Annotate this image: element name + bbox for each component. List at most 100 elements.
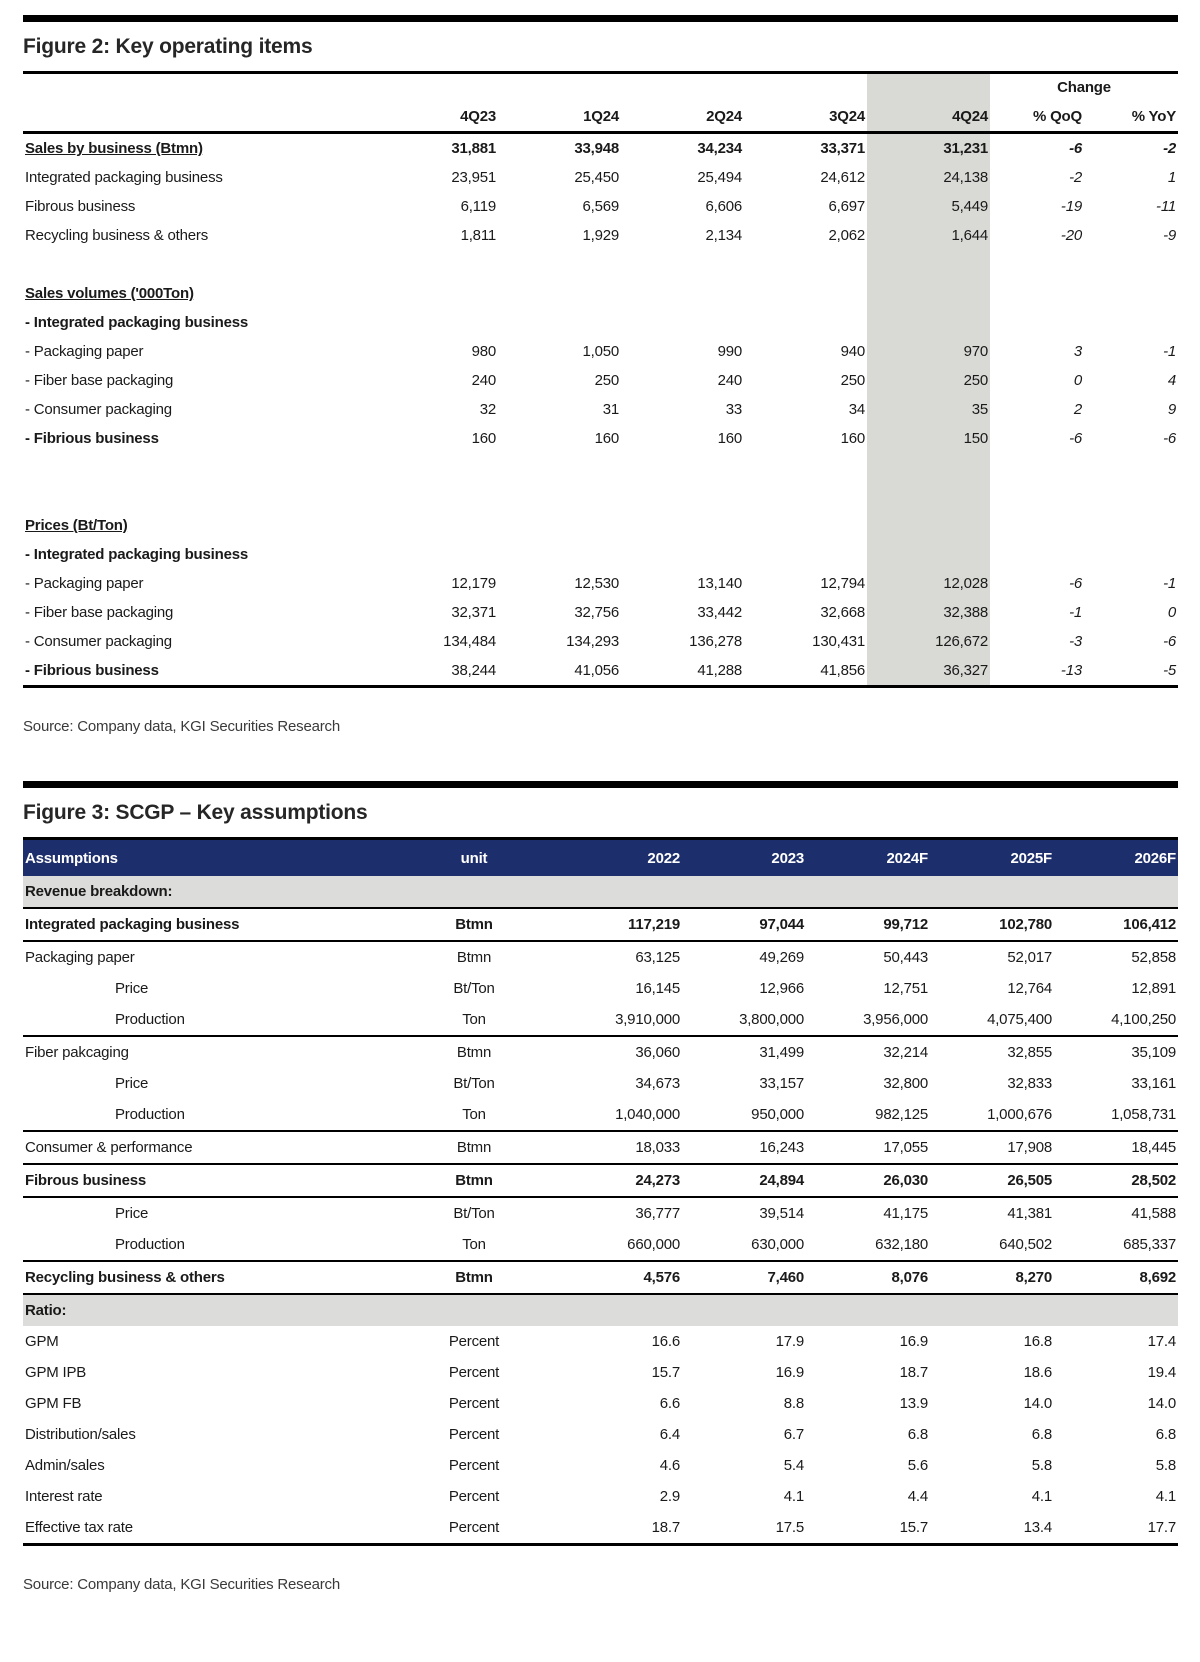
cell-yoy: -5: [1163, 662, 1176, 679]
row-label: - Packaging paper: [25, 575, 144, 592]
cell-1q24: [498, 453, 621, 482]
cell-1q24: [498, 540, 621, 569]
cell-2022: [558, 1294, 682, 1326]
cell-2023: 39,514: [759, 1205, 804, 1222]
cell-2022: 6.6: [659, 1395, 680, 1412]
cell-2025f: 1,000,676: [987, 1106, 1052, 1123]
cell-yoy: -1: [1163, 343, 1176, 360]
figure2-top-divider: [23, 15, 1178, 22]
cell-2q24: [621, 540, 744, 569]
table-row: Fiber pakcaging Btmn 36,060 31,499 32,21…: [23, 1036, 1178, 1068]
row-label: Sales volumes ('000Ton): [25, 285, 194, 302]
table-row: - Integrated packaging business: [23, 540, 1178, 569]
row-label: GPM IPB: [25, 1364, 87, 1381]
row-label: GPM: [25, 1333, 59, 1350]
cell-2q24: 240: [717, 372, 743, 389]
cell-unit: Ton: [462, 1236, 486, 1253]
cell-2025f: 5.8: [1031, 1457, 1052, 1474]
change-header: Change: [1057, 79, 1111, 96]
cell-3q24: 34: [848, 401, 865, 418]
row-label: Production: [115, 1236, 185, 1253]
cell-2022: 117,219: [628, 916, 680, 933]
cell-1q24: 32,756: [574, 604, 619, 621]
cell-2024f: 32,214: [883, 1044, 928, 1061]
table-row: Consumer & performance Btmn 18,033 16,24…: [23, 1131, 1178, 1164]
row-label: Fibrous business: [25, 198, 136, 215]
cell-2023: 97,044: [759, 916, 804, 933]
cell-3q24: 250: [840, 372, 866, 389]
cell-4q23: [375, 511, 498, 540]
figure2-table-header: Change 4Q23 1Q24 2Q24 3Q24 4Q24 % QoQ % …: [23, 72, 1178, 133]
table-row: Interest rate Percent 2.9 4.1 4.4 4.1 4.…: [23, 1481, 1178, 1512]
cell-2025f: [930, 1294, 1054, 1326]
cell-1q24: 1,050: [582, 343, 619, 360]
cell-2022: 3,910,000: [615, 1011, 680, 1028]
cell-unit: Percent: [448, 1426, 500, 1443]
cell-4q23: 160: [471, 430, 497, 447]
cell-2022: 18,033: [635, 1139, 680, 1156]
cell-2023: [682, 1294, 806, 1326]
cell-2024f: 99,712: [883, 916, 928, 933]
row-label: - Integrated packaging business: [25, 314, 249, 331]
row-label: Recycling business & others: [25, 227, 209, 244]
cell-yoy: -9: [1163, 227, 1176, 244]
cell-2025f: 18.6: [1023, 1364, 1053, 1381]
cell-4q23: 32,371: [451, 604, 496, 621]
cell-4q24: [867, 511, 990, 540]
table-row: [23, 250, 1178, 279]
cell-unit: Ton: [462, 1106, 486, 1123]
cell-unit: Btmn: [456, 1139, 492, 1156]
cell-4q24: 1,644: [867, 221, 990, 250]
cell-2022: 1,040,000: [615, 1106, 680, 1123]
cell-4q23: 6,119: [460, 198, 497, 215]
cell-1q24: 31: [602, 401, 619, 418]
cell-2q24: 990: [717, 343, 743, 360]
table-row: Distribution/sales Percent 6.4 6.7 6.8 6…: [23, 1419, 1178, 1450]
cell-yoy: 9: [1167, 401, 1176, 418]
table-row: GPM FB Percent 6.6 8.8 13.9 14.0 14.0: [23, 1388, 1178, 1419]
cell-qoq: [990, 308, 1084, 337]
table-row: Fibrous business Btmn 24,273 24,894 26,0…: [23, 1164, 1178, 1197]
table-row: Recycling business & others Btmn 4,576 7…: [23, 1261, 1178, 1294]
cell-yoy: -11: [1156, 198, 1176, 215]
cell-unit: Percent: [448, 1333, 500, 1350]
cell-2023: 5.4: [783, 1457, 804, 1474]
table-row: - Integrated packaging business: [23, 308, 1178, 337]
cell-3q24: [744, 540, 867, 569]
cell-unit: Percent: [448, 1364, 500, 1381]
row-label: Sales by business (Btmn): [25, 140, 203, 157]
cell-2026f: 12,891: [1131, 980, 1176, 997]
cell-3q24: 33,371: [820, 140, 865, 157]
cell-3q24: 6,697: [828, 198, 865, 215]
table-row: Effective tax rate Percent 18.7 17.5 15.…: [23, 1512, 1178, 1545]
header-2026f: 2026F: [1054, 838, 1178, 876]
cell-2024f: 26,030: [883, 1172, 928, 1189]
cell-2024f: 15.7: [899, 1519, 929, 1536]
column-header-4q24: 4Q24: [867, 101, 990, 133]
row-label: Distribution/sales: [25, 1426, 136, 1443]
table-row: Ratio:: [23, 1294, 1178, 1326]
row-label: Integrated packaging business: [25, 169, 223, 186]
cell-2026f: 106,412: [1123, 916, 1176, 933]
cell-unit: Bt/Ton: [453, 1075, 495, 1092]
empty-header-cell: [621, 73, 744, 102]
row-label: - Packaging paper: [25, 343, 144, 360]
cell-4q23: [375, 308, 498, 337]
figure3-table-body: Revenue breakdown: Integrated packaging …: [23, 876, 1178, 1545]
empty-header-cell: [498, 73, 621, 102]
cell-2023: [682, 876, 806, 908]
table-row: Production Ton 3,910,000 3,800,000 3,956…: [23, 1004, 1178, 1036]
cell-4q24: 970: [867, 337, 990, 366]
cell-4q23: [375, 279, 498, 308]
row-label: [23, 250, 375, 279]
cell-2q24: 33,442: [697, 604, 742, 621]
cell-2022: 4.6: [659, 1457, 680, 1474]
cell-qoq: -1: [1069, 604, 1082, 621]
cell-2022: 6.4: [659, 1426, 680, 1443]
cell-2024f: 13.9: [899, 1395, 929, 1412]
cell-2026f: 14.0: [1147, 1395, 1177, 1412]
table-row: - Fiber base packaging 32,371 32,756 33,…: [23, 598, 1178, 627]
cell-2022: 63,125: [635, 949, 680, 966]
cell-2026f: 5.8: [1155, 1457, 1176, 1474]
cell-4q24: [867, 308, 990, 337]
